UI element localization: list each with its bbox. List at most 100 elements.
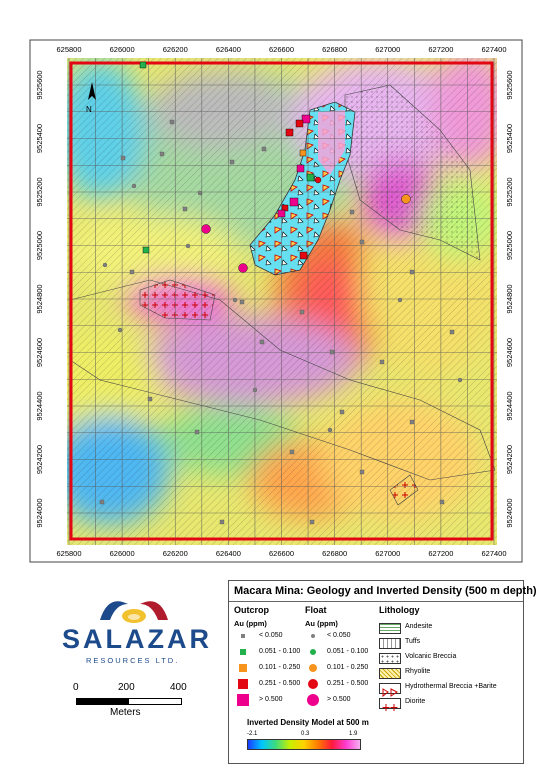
scale-unit: Meters bbox=[110, 707, 141, 718]
float-class-1: < 0.050 bbox=[327, 632, 351, 639]
lith-andesite: Andesite bbox=[405, 623, 433, 630]
lith-tuffs: Tuffs bbox=[405, 638, 421, 645]
x-tick-label-bottom: 626000 bbox=[110, 549, 135, 558]
outcrop-class-5: > 0.500 bbox=[259, 696, 283, 703]
outcrop-sample-red bbox=[285, 128, 294, 137]
x-tick-label-top: 627400 bbox=[481, 45, 506, 54]
float-symbol-3 bbox=[309, 664, 317, 672]
x-tick-label-bottom: 627200 bbox=[428, 549, 453, 558]
outcrop-unit: Au (ppm) bbox=[234, 619, 267, 628]
outcrop-sample-green bbox=[139, 61, 147, 69]
colorbar bbox=[247, 739, 361, 750]
x-tick-label-top: 626400 bbox=[216, 45, 241, 54]
y-tick-label-left: 9524000 bbox=[35, 498, 44, 527]
north-label: N bbox=[86, 105, 92, 114]
x-tick-label-bottom: 626600 bbox=[269, 549, 294, 558]
x-tick-label-top: 626800 bbox=[322, 45, 347, 54]
scale-tick-400: 400 bbox=[170, 682, 187, 693]
logo-emblem-icon bbox=[100, 601, 168, 623]
y-tick-label-right: 9524400 bbox=[505, 391, 514, 420]
float-symbol-2 bbox=[310, 649, 316, 655]
lith-volcanic-breccia: Volcanic Breccia bbox=[405, 653, 457, 660]
hydrothermal-breccia-swatch bbox=[379, 683, 401, 698]
colorbar-mid: 0.3 bbox=[301, 731, 310, 737]
outcrop-class-2: 0.051 - 0.100 bbox=[259, 648, 301, 655]
density-raster bbox=[67, 58, 497, 545]
y-tick-label-left: 9525000 bbox=[35, 231, 44, 260]
x-tick-label-top: 626600 bbox=[269, 45, 294, 54]
x-tick-label-bottom: 627000 bbox=[375, 549, 400, 558]
y-tick-label-right: 9524600 bbox=[505, 338, 514, 367]
float-class-5: > 0.500 bbox=[327, 696, 351, 703]
y-tick-label-left: 9524600 bbox=[35, 338, 44, 367]
float-sample-orange bbox=[401, 194, 411, 204]
y-tick-label-right: 9525200 bbox=[505, 177, 514, 206]
y-tick-label-left: 9525400 bbox=[35, 124, 44, 153]
y-tick-label-right: 9524800 bbox=[505, 284, 514, 313]
x-tick-label-top: 627200 bbox=[428, 45, 453, 54]
float-symbol-1 bbox=[311, 634, 315, 638]
legend-title: Macara Mina: Geology and Inverted Densit… bbox=[234, 585, 537, 597]
x-tick-label-bottom: 626400 bbox=[216, 549, 241, 558]
x-tick-label-top: 625800 bbox=[56, 45, 81, 54]
outcrop-class-4: 0.251 - 0.500 bbox=[259, 680, 301, 687]
lith-hydrothermal-breccia: Hydrothermal Breccia +Barite bbox=[405, 683, 497, 690]
outcrop-sample-red bbox=[295, 119, 304, 128]
x-tick-label-top: 626200 bbox=[163, 45, 188, 54]
outcrop-symbol-4 bbox=[238, 679, 248, 689]
outcrop-sample-orange bbox=[299, 149, 307, 157]
outcrop-symbol-1 bbox=[241, 634, 245, 638]
y-tick-label-right: 9525000 bbox=[505, 231, 514, 260]
outcrop-symbol-3 bbox=[239, 664, 247, 672]
float-symbol-4 bbox=[308, 679, 318, 689]
outcrop-sample-magenta bbox=[301, 114, 311, 124]
float-sample-red bbox=[314, 176, 322, 184]
x-tick-label-top: 627000 bbox=[375, 45, 400, 54]
legend: Macara Mina: Geology and Inverted Densit… bbox=[228, 580, 537, 764]
salazar-logo: SALAZAR RESOURCES LTD. bbox=[60, 590, 220, 670]
y-tick-label-right: 9524000 bbox=[505, 498, 514, 527]
y-tick-label-left: 9525600 bbox=[35, 70, 44, 99]
lith-diorite: Diorite bbox=[405, 698, 426, 705]
outcrop-sample-green bbox=[306, 173, 315, 182]
outcrop-sample-green bbox=[142, 246, 150, 254]
y-tick-label-left: 9524800 bbox=[35, 284, 44, 313]
outcrop-class-1: < 0.050 bbox=[259, 632, 283, 639]
outcrop-heading: Outcrop bbox=[234, 605, 269, 615]
y-tick-label-right: 9525600 bbox=[505, 70, 514, 99]
map-boundary bbox=[69, 61, 494, 541]
float-symbol-5 bbox=[307, 694, 319, 706]
colorbar-max: 1.9 bbox=[349, 731, 358, 737]
float-class-2: 0.051 - 0.100 bbox=[327, 648, 369, 655]
diorite-swatch bbox=[379, 698, 401, 711]
y-tick-label-right: 9525400 bbox=[505, 124, 514, 153]
outcrop-sample-magenta bbox=[277, 209, 286, 218]
float-unit: Au (ppm) bbox=[305, 619, 338, 628]
colorbar-title: Inverted Density Model at 500 m bbox=[247, 718, 369, 727]
outcrop-sample-magenta bbox=[289, 197, 299, 207]
scale-tick-200: 200 bbox=[118, 682, 135, 693]
outcrop-samples-low bbox=[99, 119, 455, 525]
x-tick-label-bottom: 626800 bbox=[322, 549, 347, 558]
outcrop-sample-magenta bbox=[296, 164, 305, 173]
x-tick-label-bottom: 627400 bbox=[481, 549, 506, 558]
volcanic-breccia-swatch bbox=[379, 653, 401, 664]
x-tick-label-bottom: 625800 bbox=[56, 549, 81, 558]
float-samples-low bbox=[102, 183, 463, 433]
scale-tick-0: 0 bbox=[73, 682, 79, 693]
float-class-3: 0.101 - 0.250 bbox=[327, 664, 369, 671]
andesite-swatch bbox=[379, 623, 401, 634]
y-tick-label-left: 9524400 bbox=[35, 391, 44, 420]
logo-subtitle: RESOURCES LTD. bbox=[86, 656, 180, 665]
outcrop-class-3: 0.101 - 0.250 bbox=[259, 664, 301, 671]
outcrop-sample-red bbox=[299, 251, 308, 260]
x-tick-label-top: 626000 bbox=[110, 45, 135, 54]
tuffs-swatch bbox=[379, 638, 401, 649]
lithology-heading: Lithology bbox=[379, 605, 420, 615]
y-tick-label-left: 9525200 bbox=[35, 177, 44, 206]
outcrop-symbol-5 bbox=[237, 694, 249, 706]
float-heading: Float bbox=[305, 605, 327, 615]
x-tick-label-bottom: 626200 bbox=[163, 549, 188, 558]
north-arrow: N bbox=[86, 82, 96, 114]
